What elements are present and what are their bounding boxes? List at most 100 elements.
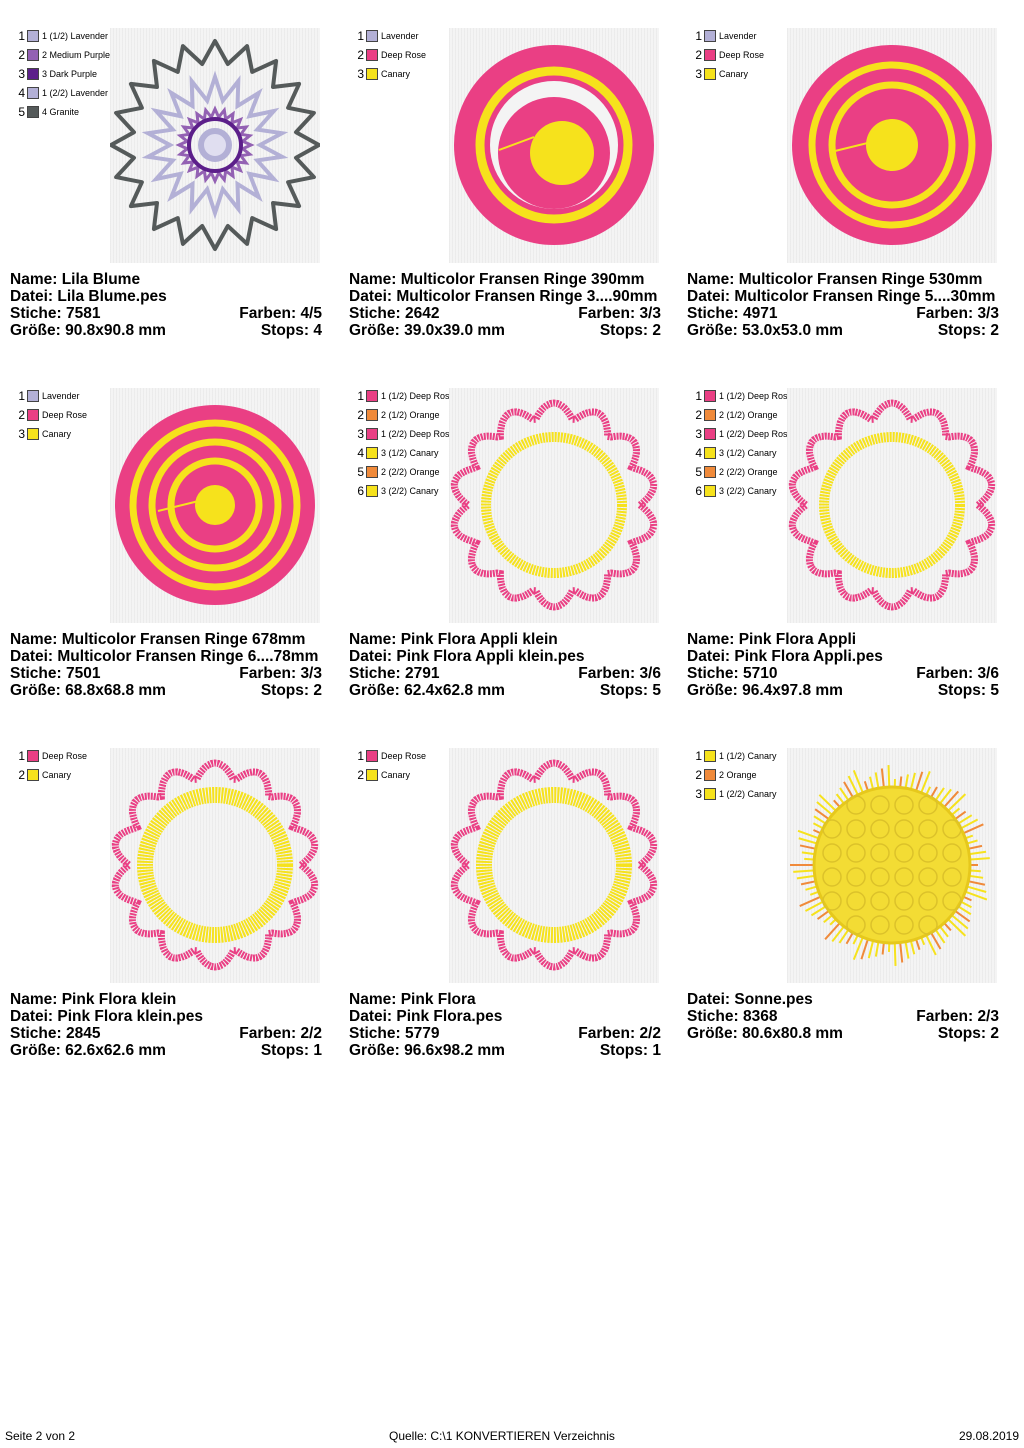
thread-color-item: 1 Lavender bbox=[354, 28, 474, 47]
file-name: Multicolor Fransen Ringe 3....90mm bbox=[396, 288, 658, 305]
thread-label: 4 Granite bbox=[42, 107, 80, 117]
sun-texture-circle bbox=[942, 843, 962, 863]
file-name: Pink Flora.pes bbox=[396, 1008, 503, 1025]
center-dot bbox=[866, 119, 918, 171]
stops-label: Stops: bbox=[599, 1042, 649, 1059]
design-info: Name: Multicolor Fransen Ringe 678mm Date… bbox=[10, 631, 322, 699]
size-label: Größe: bbox=[687, 1025, 738, 1042]
design-card: 1 1 (1/2) Deep Ros 2 2 (1/2) Orange 3 1 (2/2)… bbox=[687, 388, 1007, 728]
thread-swatch bbox=[27, 750, 39, 762]
stitch-count: 2642 bbox=[405, 305, 440, 322]
thread-swatch bbox=[27, 87, 39, 99]
thread-label: 1 (2/2) Canary bbox=[719, 789, 777, 799]
colors-label: Farben: bbox=[239, 305, 297, 322]
thread-label: 2 (2/2) Orange bbox=[381, 467, 440, 477]
stitch-count: 7581 bbox=[66, 305, 101, 322]
thread-color-item: 4 1 (2/2) Lavender bbox=[15, 85, 135, 104]
design-name: Multicolor Fransen Ringe 678mm bbox=[61, 631, 306, 648]
thread-color-item: 3 3 Dark Purple bbox=[15, 66, 135, 85]
design-size: 96.4x97.8 mm bbox=[742, 682, 843, 699]
stop-count: 5 bbox=[990, 682, 999, 699]
size-row: Größe: 80.6x80.8 mm Stops: 2 bbox=[687, 1025, 999, 1042]
thread-swatch bbox=[704, 428, 716, 440]
thread-swatch bbox=[366, 428, 378, 440]
design-preview-graphic bbox=[450, 759, 658, 971]
stitches-row: Stiche: 2642 Farben: 3/3 bbox=[349, 305, 661, 322]
size-label: Größe: bbox=[349, 682, 400, 699]
thread-color-item: 3 1 (2/2) Canary bbox=[692, 786, 812, 805]
thread-swatch bbox=[704, 409, 716, 421]
stitch-count: 5779 bbox=[405, 1025, 440, 1042]
size-row: Größe: 96.6x98.2 mm Stops: 1 bbox=[349, 1042, 661, 1059]
thread-color-item: 6 3 (2/2) Canary bbox=[692, 483, 812, 502]
file-name: Multicolor Fransen Ringe 6....78mm bbox=[57, 648, 319, 665]
thread-color-item: 2 Deep Rose bbox=[692, 47, 812, 66]
jump-stitch bbox=[157, 496, 216, 512]
thread-color-list: 1 1 (1/2) Canary 2 2 Orange 3 1 (2/2) Canary bbox=[692, 748, 812, 805]
thread-index: 1 bbox=[357, 29, 364, 43]
sun-texture-circle bbox=[870, 867, 890, 887]
design-preview-graphic bbox=[454, 45, 654, 245]
thread-color-item: 2 2 Medium Purple bbox=[15, 47, 135, 66]
colors-label: Farben: bbox=[578, 665, 636, 682]
file-label: Datei: bbox=[687, 648, 731, 665]
thread-label: 1 (1/2) Deep Ros bbox=[381, 391, 450, 401]
thread-swatch bbox=[704, 68, 716, 80]
stop-count: 2 bbox=[313, 682, 322, 699]
stitches-label: Stiche: bbox=[687, 1008, 739, 1025]
file-label: Datei: bbox=[349, 648, 393, 665]
thread-index: 3 bbox=[18, 427, 25, 441]
thread-color-list: 1 1 (1/2) Lavender 2 2 Medium Purple 3 3 Dark… bbox=[15, 28, 135, 123]
design-preview bbox=[449, 388, 659, 623]
dark-purple-ring bbox=[187, 117, 243, 173]
thread-swatch bbox=[704, 49, 716, 61]
file-name: Multicolor Fransen Ringe 5....30mm bbox=[734, 288, 996, 305]
sun-texture-circle bbox=[894, 795, 914, 815]
design-preview bbox=[110, 388, 320, 623]
thread-color-item: 1 1 (1/2) Lavender bbox=[15, 28, 135, 47]
stitch-count: 8368 bbox=[743, 1008, 778, 1025]
color-count: 2/3 bbox=[977, 1008, 999, 1025]
thread-index: 1 bbox=[695, 749, 702, 763]
thread-label: Deep Rose bbox=[42, 410, 88, 420]
colors-label: Farben: bbox=[578, 305, 636, 322]
thread-swatch bbox=[366, 49, 378, 61]
name-label: Name: bbox=[349, 631, 397, 648]
sun-texture-circle bbox=[822, 867, 842, 887]
thread-color-item: 5 4 Granite bbox=[15, 104, 135, 123]
stitches-label: Stiche: bbox=[349, 665, 401, 682]
thread-color-item: 3 Canary bbox=[692, 66, 812, 85]
design-card: 1 Deep Rose 2 Canary Name: Pink Flora Datei: … bbox=[349, 748, 669, 1088]
yellow-ring-2 bbox=[148, 438, 282, 572]
thread-label: 3 (2/2) Canary bbox=[381, 486, 439, 496]
stitches-row: Stiche: 2845 Farben: 2/2 bbox=[10, 1025, 322, 1042]
thread-color-item: 1 Deep Rose bbox=[354, 748, 474, 767]
file-row: Datei: Multicolor Fransen Ringe 5....30m… bbox=[687, 288, 999, 305]
thread-label: 1 (1/2) Lavender bbox=[42, 31, 109, 41]
thread-label: Canary bbox=[381, 770, 411, 780]
design-card: 1 Deep Rose 2 Canary Name: Pink Flora klein D… bbox=[10, 748, 330, 1088]
color-count: 3/3 bbox=[639, 305, 661, 322]
name-label: Name: bbox=[687, 631, 735, 648]
file-row: Datei: Multicolor Fransen Ringe 6....78m… bbox=[10, 648, 322, 665]
thread-index: 3 bbox=[695, 427, 702, 441]
thread-swatch bbox=[366, 409, 378, 421]
thread-color-item: 4 3 (1/2) Canary bbox=[354, 445, 474, 464]
design-preview-graphic bbox=[450, 399, 658, 611]
stops-label: Stops: bbox=[260, 682, 310, 699]
color-count: 3/3 bbox=[977, 305, 999, 322]
stitches-row: Stiche: 5710 Farben: 3/6 bbox=[687, 665, 999, 682]
design-preview-graphic bbox=[111, 759, 319, 971]
thread-label: Lavender bbox=[381, 31, 419, 41]
design-name: Multicolor Fransen Ringe 390mm bbox=[400, 271, 645, 288]
thread-label: 2 Orange bbox=[719, 770, 757, 780]
file-name: Pink Flora Appli klein.pes bbox=[396, 648, 585, 665]
sun-texture-circle bbox=[846, 891, 866, 911]
design-name-row: Name: Pink Flora Appli klein bbox=[349, 631, 661, 648]
jump-stitch bbox=[834, 136, 893, 152]
thread-index: 2 bbox=[18, 408, 25, 422]
file-row: Datei: Pink Flora.pes bbox=[349, 1008, 661, 1025]
thread-swatch bbox=[366, 485, 378, 497]
stitch-count: 5710 bbox=[743, 665, 778, 682]
size-label: Größe: bbox=[687, 682, 738, 699]
